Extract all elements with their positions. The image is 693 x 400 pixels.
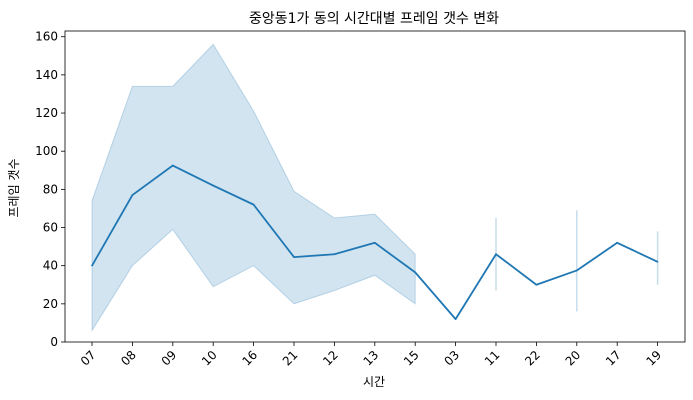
x-tick-label-13: 13 <box>361 348 382 369</box>
y-tick-label-120: 120 <box>35 106 58 120</box>
series-line-layer <box>91 164 659 321</box>
data-point-13 <box>374 241 376 244</box>
data-point-20 <box>576 269 578 272</box>
y-tick-label-160: 160 <box>35 30 58 44</box>
data-point-22 <box>535 283 538 286</box>
y-tick-label-140: 140 <box>35 68 58 82</box>
x-tick-label-08: 08 <box>118 348 139 369</box>
data-point-09 <box>172 164 174 167</box>
x-tick-label-15: 15 <box>401 348 422 369</box>
data-point-08 <box>131 194 134 196</box>
data-point-12 <box>333 253 336 256</box>
x-tick-label-16: 16 <box>239 348 260 369</box>
x-tick-label-19: 19 <box>643 348 664 369</box>
x-tick-label-07: 07 <box>78 348 99 369</box>
x-tick-label-10: 10 <box>199 348 220 369</box>
y-tick-label-20: 20 <box>43 297 58 311</box>
x-tick-label-11: 11 <box>482 348 503 369</box>
x-tick-label-12: 12 <box>320 348 341 369</box>
confidence-band-layer <box>91 43 659 333</box>
data-point-07 <box>91 264 93 267</box>
x-tick-label-09: 09 <box>159 348 180 369</box>
data-point-10 <box>212 184 214 187</box>
data-point-11 <box>495 253 497 256</box>
y-tick-label-100: 100 <box>35 144 58 158</box>
x-tick-label-17: 17 <box>603 348 624 369</box>
x-tick-label-03: 03 <box>441 348 462 369</box>
data-point-16 <box>252 203 255 206</box>
data-point-15 <box>414 271 417 274</box>
confidence-band <box>91 43 416 333</box>
data-point-21 <box>293 256 295 258</box>
x-tick-label-20: 20 <box>563 348 584 369</box>
y-tick-label-80: 80 <box>43 182 58 196</box>
y-tick-label-0: 0 <box>50 335 58 349</box>
x-tick-label-21: 21 <box>280 348 301 369</box>
chart-title: 중앙동1가 동의 시간대별 프레임 갯수 변화 <box>249 11 499 27</box>
y-tick-label-40: 40 <box>43 259 58 273</box>
y-axis-label: 프레임 갯수 <box>7 158 21 217</box>
y-tick-label-60: 60 <box>43 221 58 235</box>
data-point-03 <box>454 318 457 320</box>
data-point-17 <box>616 241 618 244</box>
x-tick-label-22: 22 <box>522 348 543 369</box>
data-point-19 <box>656 261 659 263</box>
x-axis-label: 시간 <box>363 375 385 389</box>
